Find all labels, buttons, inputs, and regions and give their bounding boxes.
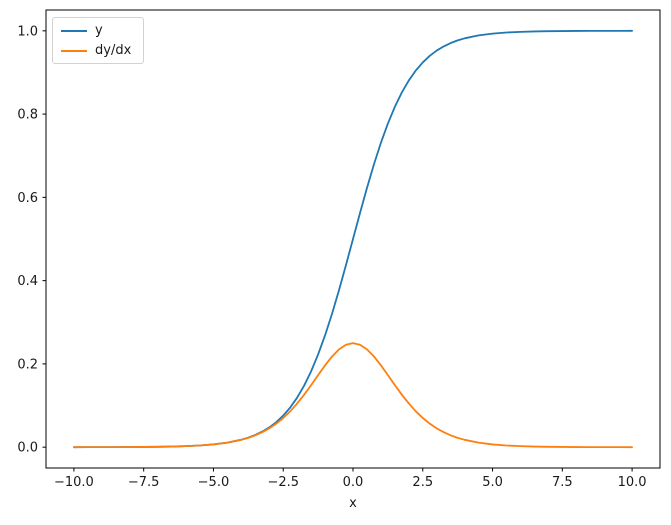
x-tick-label: −2.5 <box>267 475 299 490</box>
y-tick-label: 0.4 <box>17 274 38 289</box>
x-tick-label: −10.0 <box>54 475 94 490</box>
y-tick-label: 0.2 <box>17 357 38 372</box>
y-tick-label: 0.0 <box>17 441 38 456</box>
legend-line-swatch-dydx <box>61 49 87 52</box>
x-tick-label: −7.5 <box>128 475 160 490</box>
y-tick-label: 0.8 <box>17 108 38 123</box>
legend-item-dydx: dy/dx <box>61 43 131 58</box>
y-tick-label: 1.0 <box>17 24 38 39</box>
series-line-0 <box>73 29 633 449</box>
legend-label-y: y <box>95 23 103 38</box>
x-axis-label: x <box>349 496 357 511</box>
x-tick-label: 10.0 <box>618 475 647 490</box>
x-tick-label: 7.5 <box>552 475 573 490</box>
series-line-1 <box>73 342 633 449</box>
legend-item-y: y <box>61 23 131 38</box>
x-tick-label: −5.0 <box>198 475 230 490</box>
y-tick-label: 0.6 <box>17 191 38 206</box>
legend: y dy/dx <box>52 17 145 64</box>
legend-label-dydx: dy/dx <box>95 43 132 58</box>
x-tick-label: 5.0 <box>482 475 503 490</box>
legend-line-swatch-y <box>61 29 87 32</box>
x-tick-label: 2.5 <box>412 475 433 490</box>
x-tick-label: 0.0 <box>343 475 364 490</box>
